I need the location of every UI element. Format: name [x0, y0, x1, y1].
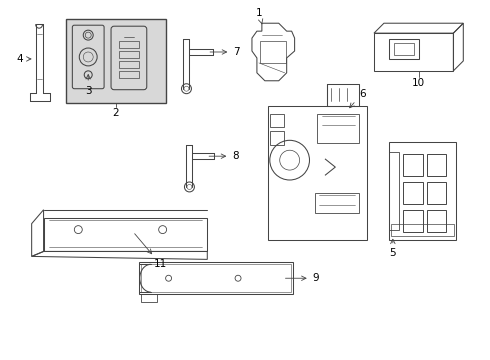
Text: 11: 11 — [135, 234, 167, 269]
Bar — [316, 193, 359, 213]
Text: 9: 9 — [286, 273, 319, 283]
Text: 5: 5 — [390, 239, 396, 258]
Text: 10: 10 — [412, 78, 425, 88]
Bar — [260, 41, 286, 63]
Bar — [119, 61, 139, 68]
Text: 7: 7 — [210, 47, 240, 57]
Text: 2: 2 — [113, 108, 120, 117]
Bar — [268, 105, 367, 239]
Bar — [394, 43, 414, 55]
Bar — [318, 113, 359, 143]
Bar — [427, 210, 446, 231]
Bar — [389, 142, 456, 239]
Bar — [391, 224, 454, 235]
Bar — [119, 51, 139, 58]
Bar — [389, 152, 399, 230]
Bar — [427, 154, 446, 176]
Bar — [327, 84, 359, 105]
Bar — [44, 218, 207, 251]
Bar — [270, 131, 284, 145]
Bar — [389, 39, 418, 59]
Bar — [141, 294, 157, 302]
Bar — [66, 19, 166, 103]
Bar — [119, 41, 139, 48]
Bar — [270, 113, 284, 127]
Text: 6: 6 — [350, 89, 366, 108]
Bar — [139, 262, 293, 294]
Bar — [403, 182, 422, 204]
Bar — [427, 182, 446, 204]
Bar — [374, 33, 453, 71]
Text: 1: 1 — [256, 8, 263, 24]
Text: 3: 3 — [85, 75, 92, 96]
Bar — [403, 210, 422, 231]
Bar — [119, 71, 139, 78]
Text: 4: 4 — [17, 54, 31, 64]
Text: 8: 8 — [209, 151, 239, 161]
Bar — [141, 264, 291, 292]
Bar — [403, 154, 422, 176]
